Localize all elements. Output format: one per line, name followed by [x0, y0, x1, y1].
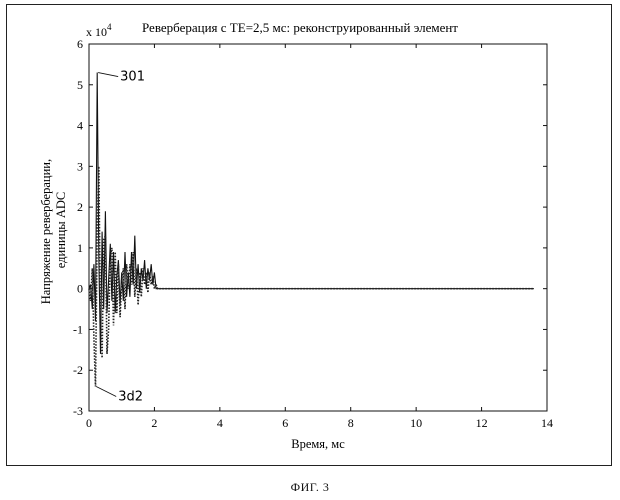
annotation-label: 301 — [120, 70, 145, 85]
x-axis: 0 2 4 6 8 10 12 14 — [86, 44, 553, 430]
y-tick-label: 0 — [77, 282, 83, 296]
x-tick-label: 14 — [541, 416, 553, 430]
series-layer — [89, 73, 534, 387]
y-axis-label-line-2: единицы ADC — [54, 192, 68, 268]
annotation-layer: 301 3d2 — [96, 70, 145, 405]
x-tick-label: 10 — [410, 416, 422, 430]
x-tick-label: 6 — [282, 416, 288, 430]
y-multiplier-exponent: 4 — [107, 22, 112, 32]
y-tick-label: 4 — [77, 119, 83, 133]
annotation-leader — [98, 73, 118, 77]
y-tick-label: -1 — [73, 322, 83, 336]
series-line-dotted — [89, 166, 534, 386]
x-tick-label: 2 — [151, 416, 157, 430]
y-tick-label: 5 — [77, 78, 83, 92]
annotation-leader — [96, 387, 116, 397]
x-axis-label: Время, мс — [291, 437, 345, 451]
x-tick-label: 4 — [217, 416, 223, 430]
y-tick-label: 2 — [77, 200, 83, 214]
chart-title: Реверберация с TE=2,5 мс: реконструирова… — [142, 20, 458, 35]
plot-area — [89, 44, 547, 411]
y-tick-label: 3 — [77, 159, 83, 173]
y-tick-label: -2 — [73, 363, 83, 377]
series-line-solid — [89, 73, 534, 354]
y-tick-label: 6 — [77, 37, 83, 51]
y-axis: -3 -2 -1 0 1 2 3 4 5 6 — [73, 37, 547, 418]
figure-caption: ФИГ. 3 — [0, 480, 620, 495]
x-tick-label: 8 — [348, 416, 354, 430]
x-tick-label: 12 — [476, 416, 488, 430]
y-axis-label-line-1: Напряжение реверберации, — [39, 159, 53, 304]
y-multiplier: x 104 — [86, 22, 112, 39]
chart: Реверберация с TE=2,5 мс: реконструирова… — [0, 0, 620, 470]
y-tick-label: -3 — [73, 404, 83, 418]
y-axis-label: Напряжение реверберации, единицы ADC — [39, 156, 68, 304]
x-tick-label: 0 — [86, 416, 92, 430]
annotation-label: 3d2 — [118, 390, 143, 405]
y-tick-label: 1 — [77, 241, 83, 255]
